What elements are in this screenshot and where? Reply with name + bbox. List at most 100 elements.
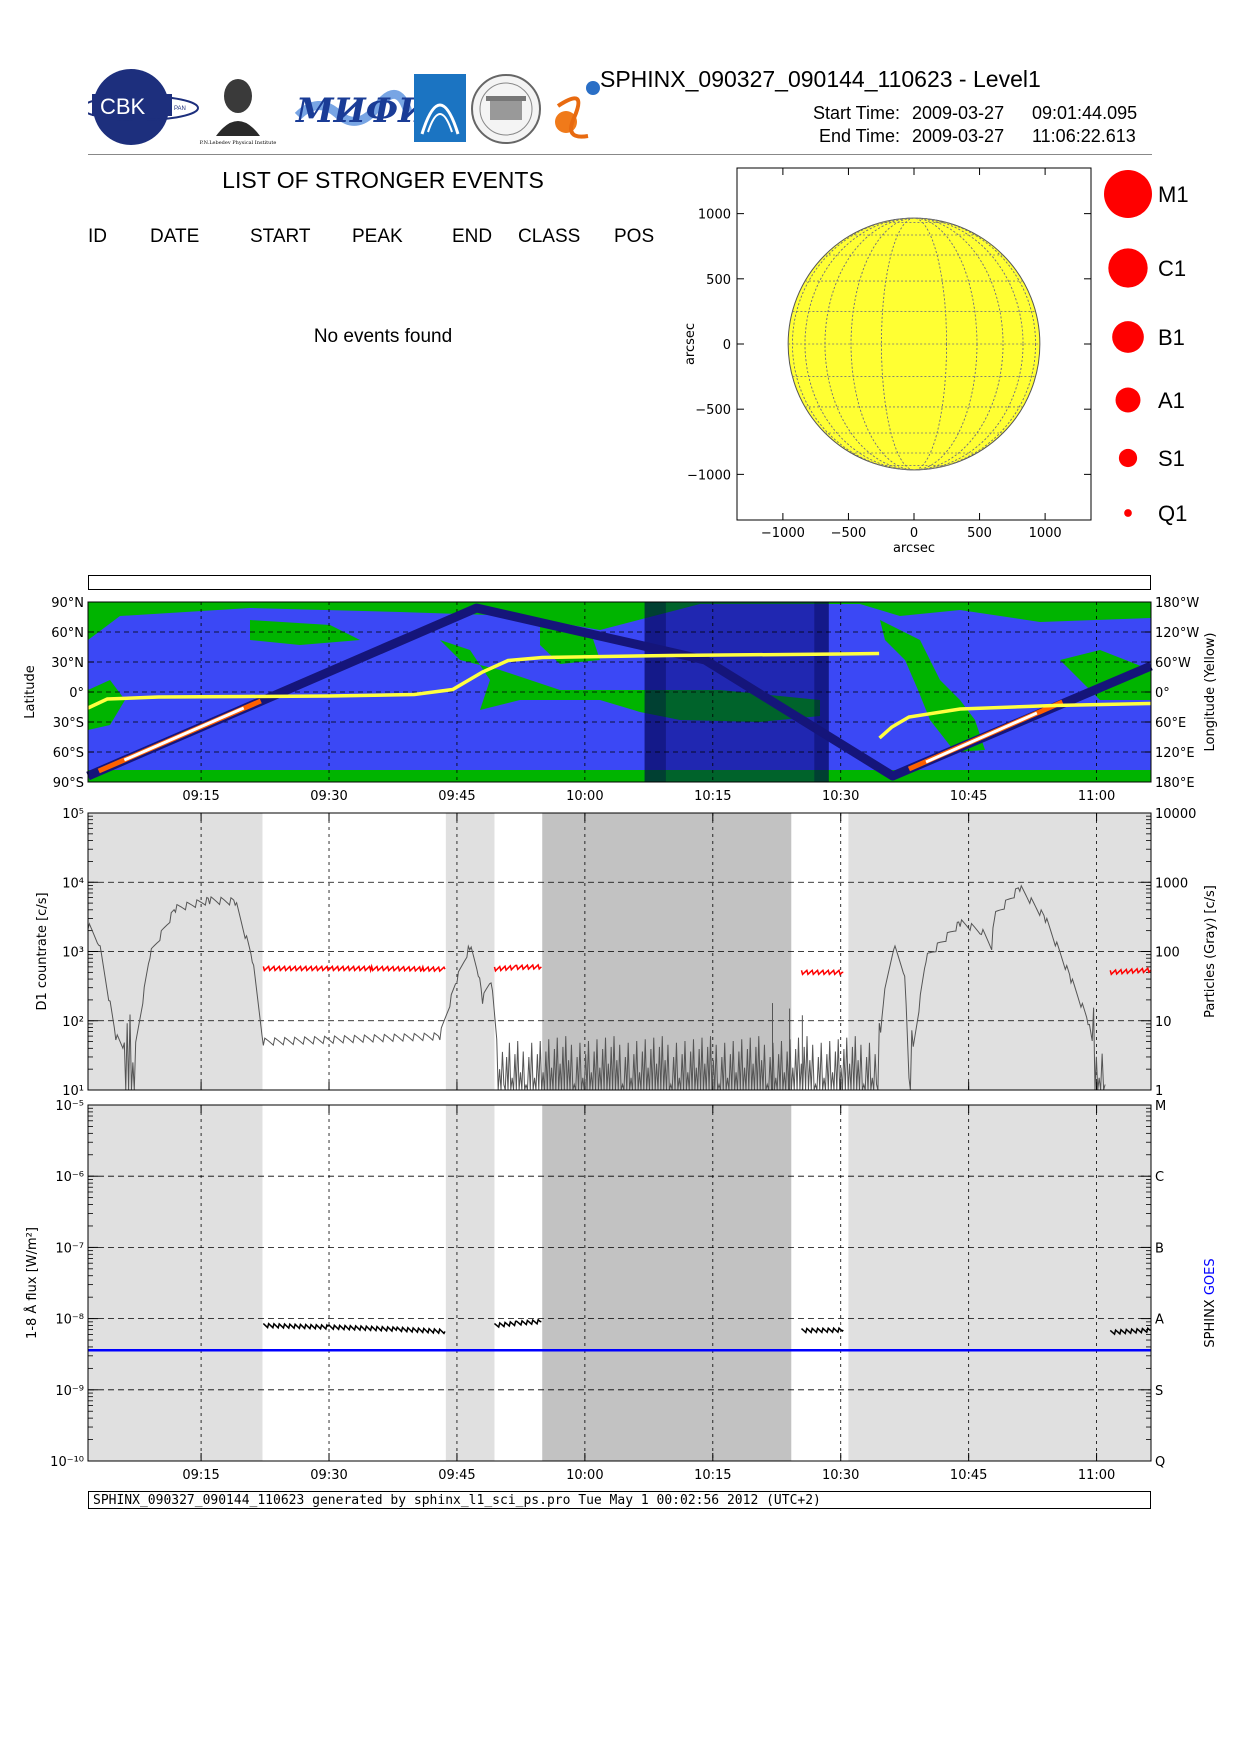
- flux-y2label: SPHINX GOES: [1203, 1258, 1218, 1347]
- flux-eclipse-shade: [542, 1105, 792, 1461]
- countrate-y2tick-label: 100: [1155, 946, 1180, 961]
- orbit-lon-label: 180°W: [1155, 596, 1199, 611]
- end-time-label: End Time:: [818, 126, 900, 146]
- flux-xtick-label: 10:45: [950, 1468, 987, 1483]
- sun-ylabel: arcsec: [683, 323, 698, 365]
- orbit-lon-label: 180°E: [1155, 776, 1195, 791]
- flux-ytick-label: 10⁻⁸: [55, 1313, 84, 1328]
- countrate-y2tick-label: 1000: [1155, 876, 1188, 891]
- legend-label-a1: A1: [1158, 388, 1185, 413]
- flux-y2tick-label: B: [1155, 1241, 1164, 1256]
- sun-ytick-label: −1000: [687, 468, 731, 483]
- flux-y2tick-label: C: [1155, 1170, 1164, 1185]
- sun-grid-longitude: [804, 217, 1024, 471]
- events-col-class: CLASS: [518, 226, 581, 247]
- events-empty-message: No events found: [313, 326, 453, 347]
- sun-xtick-label: 500: [967, 526, 992, 541]
- flux-xtick-label: 09:30: [310, 1468, 347, 1483]
- svg-text:PAN: PAN: [174, 106, 186, 112]
- footer-note: SPHINX_090327_090144_110623 generated by…: [88, 1491, 1151, 1509]
- legend-marker-c1: [1108, 248, 1148, 288]
- d1-countrate-line: [800, 968, 844, 976]
- flux-ytick-label: 10⁻⁹: [55, 1384, 84, 1399]
- orbit-xtick-label: 10:15: [694, 789, 731, 804]
- flux-y2tick-label: M: [1155, 1099, 1166, 1114]
- sphinx-flux-line: [493, 1318, 542, 1329]
- orbit-xtick-label: 10:00: [566, 789, 603, 804]
- orbit-lon-label: 120°W: [1155, 626, 1199, 641]
- orbit-lat-label: 90°S: [53, 776, 84, 791]
- orbit-xtick-label: 09:45: [438, 789, 475, 804]
- mifi-logo: МИФИ: [294, 90, 431, 131]
- sun-grid-longitude: [792, 217, 1036, 471]
- flux-ytick-label: 10⁻¹⁰: [50, 1455, 84, 1470]
- start-time-label: Start Time:: [812, 103, 900, 123]
- orbit-header-box: [88, 575, 1151, 590]
- countrate-saa-shade: [88, 813, 263, 1090]
- flux-xtick-label: 10:00: [566, 1468, 603, 1483]
- particles-line: [87, 884, 1106, 1091]
- sun-xtick-label: −500: [831, 526, 867, 541]
- sphinx-flux-line: [1109, 1326, 1152, 1336]
- flux-saa-shade: [445, 1105, 495, 1461]
- longitude-track: [878, 701, 1152, 740]
- flux-ytick-label: 10⁻⁷: [55, 1241, 84, 1256]
- svg-text:P.N.Lebedev Physical Institute: P.N.Lebedev Physical Institute: [200, 140, 277, 146]
- sun-ytick-label: 0: [723, 338, 731, 353]
- land-mass: [250, 620, 360, 645]
- flux-ytick-label: 10⁻⁵: [55, 1099, 84, 1114]
- countrate-ytick-label: 10¹: [62, 1084, 84, 1099]
- events-col-end: END: [452, 226, 493, 247]
- orbit-lat-label: 30°N: [51, 656, 84, 671]
- legend-marker-a1: [1115, 387, 1141, 413]
- orbit-lon-label: 60°W: [1155, 656, 1191, 671]
- cbk-pan-logo: CBK PAN: [81, 69, 199, 145]
- legend-marker-s1: [1118, 448, 1138, 468]
- legend-label-m1: M1: [1158, 182, 1189, 207]
- timeseries-panels: 90°N 180°W 60°N 120°W 30°N 60°W 0° 0° 30°S 60°E 60…: [23, 596, 1218, 1483]
- flux-saa-shade: [88, 1105, 263, 1461]
- orbit-y2label: Longitude (Yellow): [1203, 633, 1218, 752]
- countrate-ytick-label: 10⁵: [62, 807, 84, 822]
- logos-strip: CBK PAN P.N.Lebedev Physical Institute М…: [81, 66, 628, 148]
- logos-svg: CBK PAN P.N.Lebedev Physical Institute М…: [81, 69, 600, 146]
- orbit-land: [88, 602, 1151, 782]
- orbit-lat-label: 30°S: [53, 716, 84, 731]
- sun-disk-chart: −1000 −500 0 500 1000 −1000 −500 0 500 1000 arcsec…: [683, 167, 1189, 556]
- flux-ytick-label: 10⁻⁶: [55, 1170, 84, 1185]
- legend-label-c1: C1: [1158, 256, 1186, 281]
- events-col-pos: POS: [614, 226, 655, 247]
- observatory-seal-logo: [471, 74, 541, 144]
- events-col-peak: PEAK: [352, 226, 403, 247]
- orbit-xtick-label: 10:30: [822, 789, 859, 804]
- flux-saa-shade: [848, 1105, 1151, 1461]
- flux-ylabel: 1-8 Å flux [W/m²]: [24, 1227, 40, 1339]
- sun-ytick-label: 1000: [698, 208, 731, 223]
- header-divider: [88, 154, 1152, 155]
- countrate-ylabel: D1 countrate [c/s]: [35, 892, 50, 1010]
- land-mass: [88, 680, 125, 730]
- report-title: SPHINX_090327_090144_110623 - Level1: [600, 66, 1041, 92]
- land-mass: [88, 602, 1151, 640]
- orbit-xtick-label: 11:00: [1078, 789, 1115, 804]
- events-title: LIST OF STRONGER EVENTS: [222, 167, 544, 193]
- land-mass: [440, 640, 820, 722]
- legend-marker-q1: [1124, 509, 1132, 517]
- land-mass: [88, 770, 1151, 782]
- flux-y2tick-label: Q: [1155, 1455, 1165, 1470]
- events-col-id: ID: [88, 226, 107, 247]
- sphinx-logo: [555, 81, 600, 139]
- sun-grid: [788, 217, 1040, 471]
- lebedev-institute-logo: P.N.Lebedev Physical Institute: [200, 79, 277, 146]
- d1-countrate-line: [1109, 966, 1152, 976]
- sphinx-flux-line: [262, 1322, 446, 1335]
- orbit-lon-label: 120°E: [1155, 746, 1195, 761]
- orbit-lon-label: 60°E: [1155, 716, 1186, 731]
- legend-marker-m1: [1104, 170, 1152, 218]
- flux-xtick-label: 09:45: [438, 1468, 475, 1483]
- longitude-track: [87, 651, 880, 710]
- flux-xtick-label: 10:30: [822, 1468, 859, 1483]
- countrate-y2tick-label: 10000: [1155, 807, 1196, 822]
- flux-y2tick-label: S: [1155, 1384, 1163, 1399]
- d1-countrate-line: [493, 963, 542, 973]
